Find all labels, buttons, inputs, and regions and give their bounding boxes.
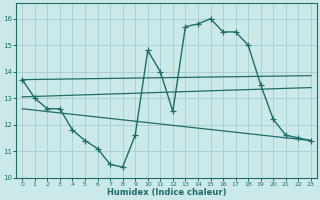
X-axis label: Humidex (Indice chaleur): Humidex (Indice chaleur) (107, 188, 226, 197)
